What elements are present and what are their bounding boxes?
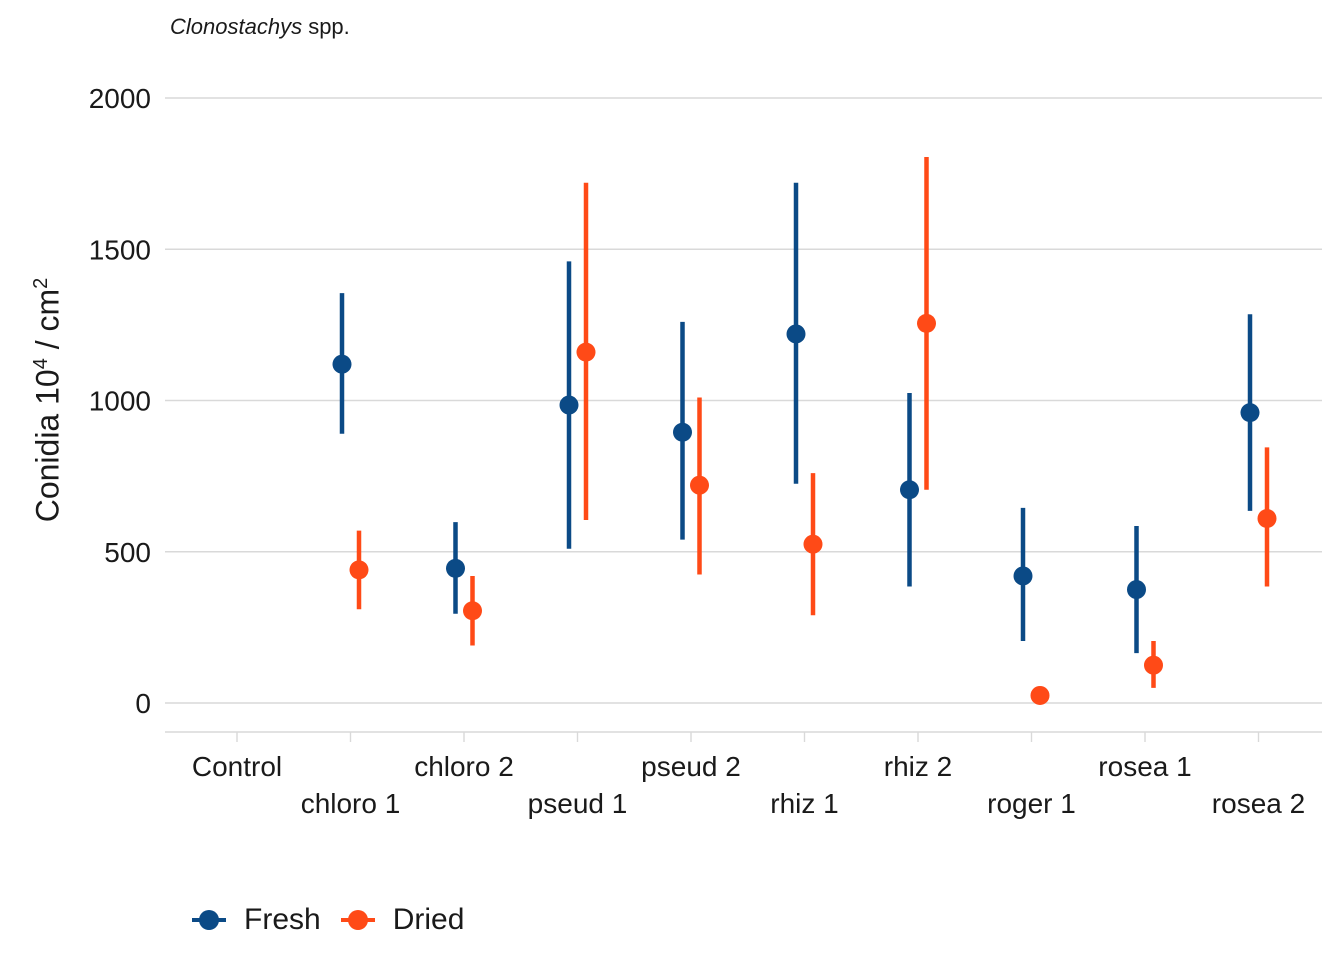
- point-fresh-rhiz-2: [900, 480, 919, 500]
- point-dried-pseud-1: [576, 342, 596, 362]
- legend-item-dried: Dried: [339, 900, 465, 940]
- point-fresh-rosea-1: [1127, 580, 1146, 600]
- y-tick-label-0: 0: [135, 688, 151, 719]
- legend-key-dried: [339, 900, 377, 940]
- x-tick-label-rhiz-1: rhiz 1: [770, 788, 838, 819]
- x-tick-label-control: Control: [192, 751, 282, 782]
- legend-label-dried: Dried: [392, 903, 465, 936]
- x-tick-label-rosea-1: rosea 1: [1098, 751, 1191, 782]
- x-tick-label-roger-1: roger 1: [987, 788, 1076, 819]
- point-dried-rosea-1: [1144, 655, 1163, 675]
- point-fresh-rosea-2: [1240, 403, 1260, 423]
- y-tick-label-1500: 1500: [89, 234, 151, 265]
- x-tick-label-pseud-2: pseud 2: [641, 751, 741, 782]
- point-fresh-chloro-2: [446, 558, 465, 578]
- point-fresh-rhiz-1: [786, 324, 806, 344]
- point-fresh-chloro-1: [332, 354, 352, 374]
- point-dried-rhiz-2: [917, 313, 936, 333]
- legend-item-fresh: Fresh: [190, 900, 321, 940]
- y-tick-label-2000: 2000: [89, 83, 151, 114]
- y-tick-label-500: 500: [104, 537, 151, 568]
- chart-title: Clonostachys spp.: [170, 14, 350, 40]
- legend-label-fresh: Fresh: [244, 903, 321, 936]
- x-tick-label-rosea-2: rosea 2: [1212, 788, 1305, 819]
- legend-key-fresh: [190, 900, 228, 940]
- point-fresh-pseud-2: [673, 422, 692, 442]
- point-dried-rhiz-1: [803, 534, 823, 554]
- y-tick-label-1000: 1000: [89, 386, 151, 417]
- point-dried-rosea-2: [1257, 508, 1277, 528]
- legend-dot-fresh: [199, 910, 219, 930]
- x-tick-label-rhiz-2: rhiz 2: [884, 751, 952, 782]
- point-fresh-roger-1: [1013, 566, 1033, 586]
- legend: Fresh Dried: [190, 900, 482, 940]
- point-dried-roger-1: [1030, 685, 1050, 705]
- point-dried-chloro-1: [349, 560, 369, 580]
- title-genus: Clonostachys: [170, 14, 303, 39]
- title-suffix: spp.: [302, 14, 350, 39]
- x-tick-label-chloro-1: chloro 1: [301, 788, 401, 819]
- point-fresh-pseud-1: [559, 395, 579, 415]
- legend-dot-dried: [347, 910, 368, 930]
- point-dried-chloro-2: [463, 601, 482, 621]
- x-tick-label-pseud-1: pseud 1: [528, 788, 628, 819]
- point-dried-pseud-2: [690, 475, 709, 495]
- x-tick-label-chloro-2: chloro 2: [414, 751, 514, 782]
